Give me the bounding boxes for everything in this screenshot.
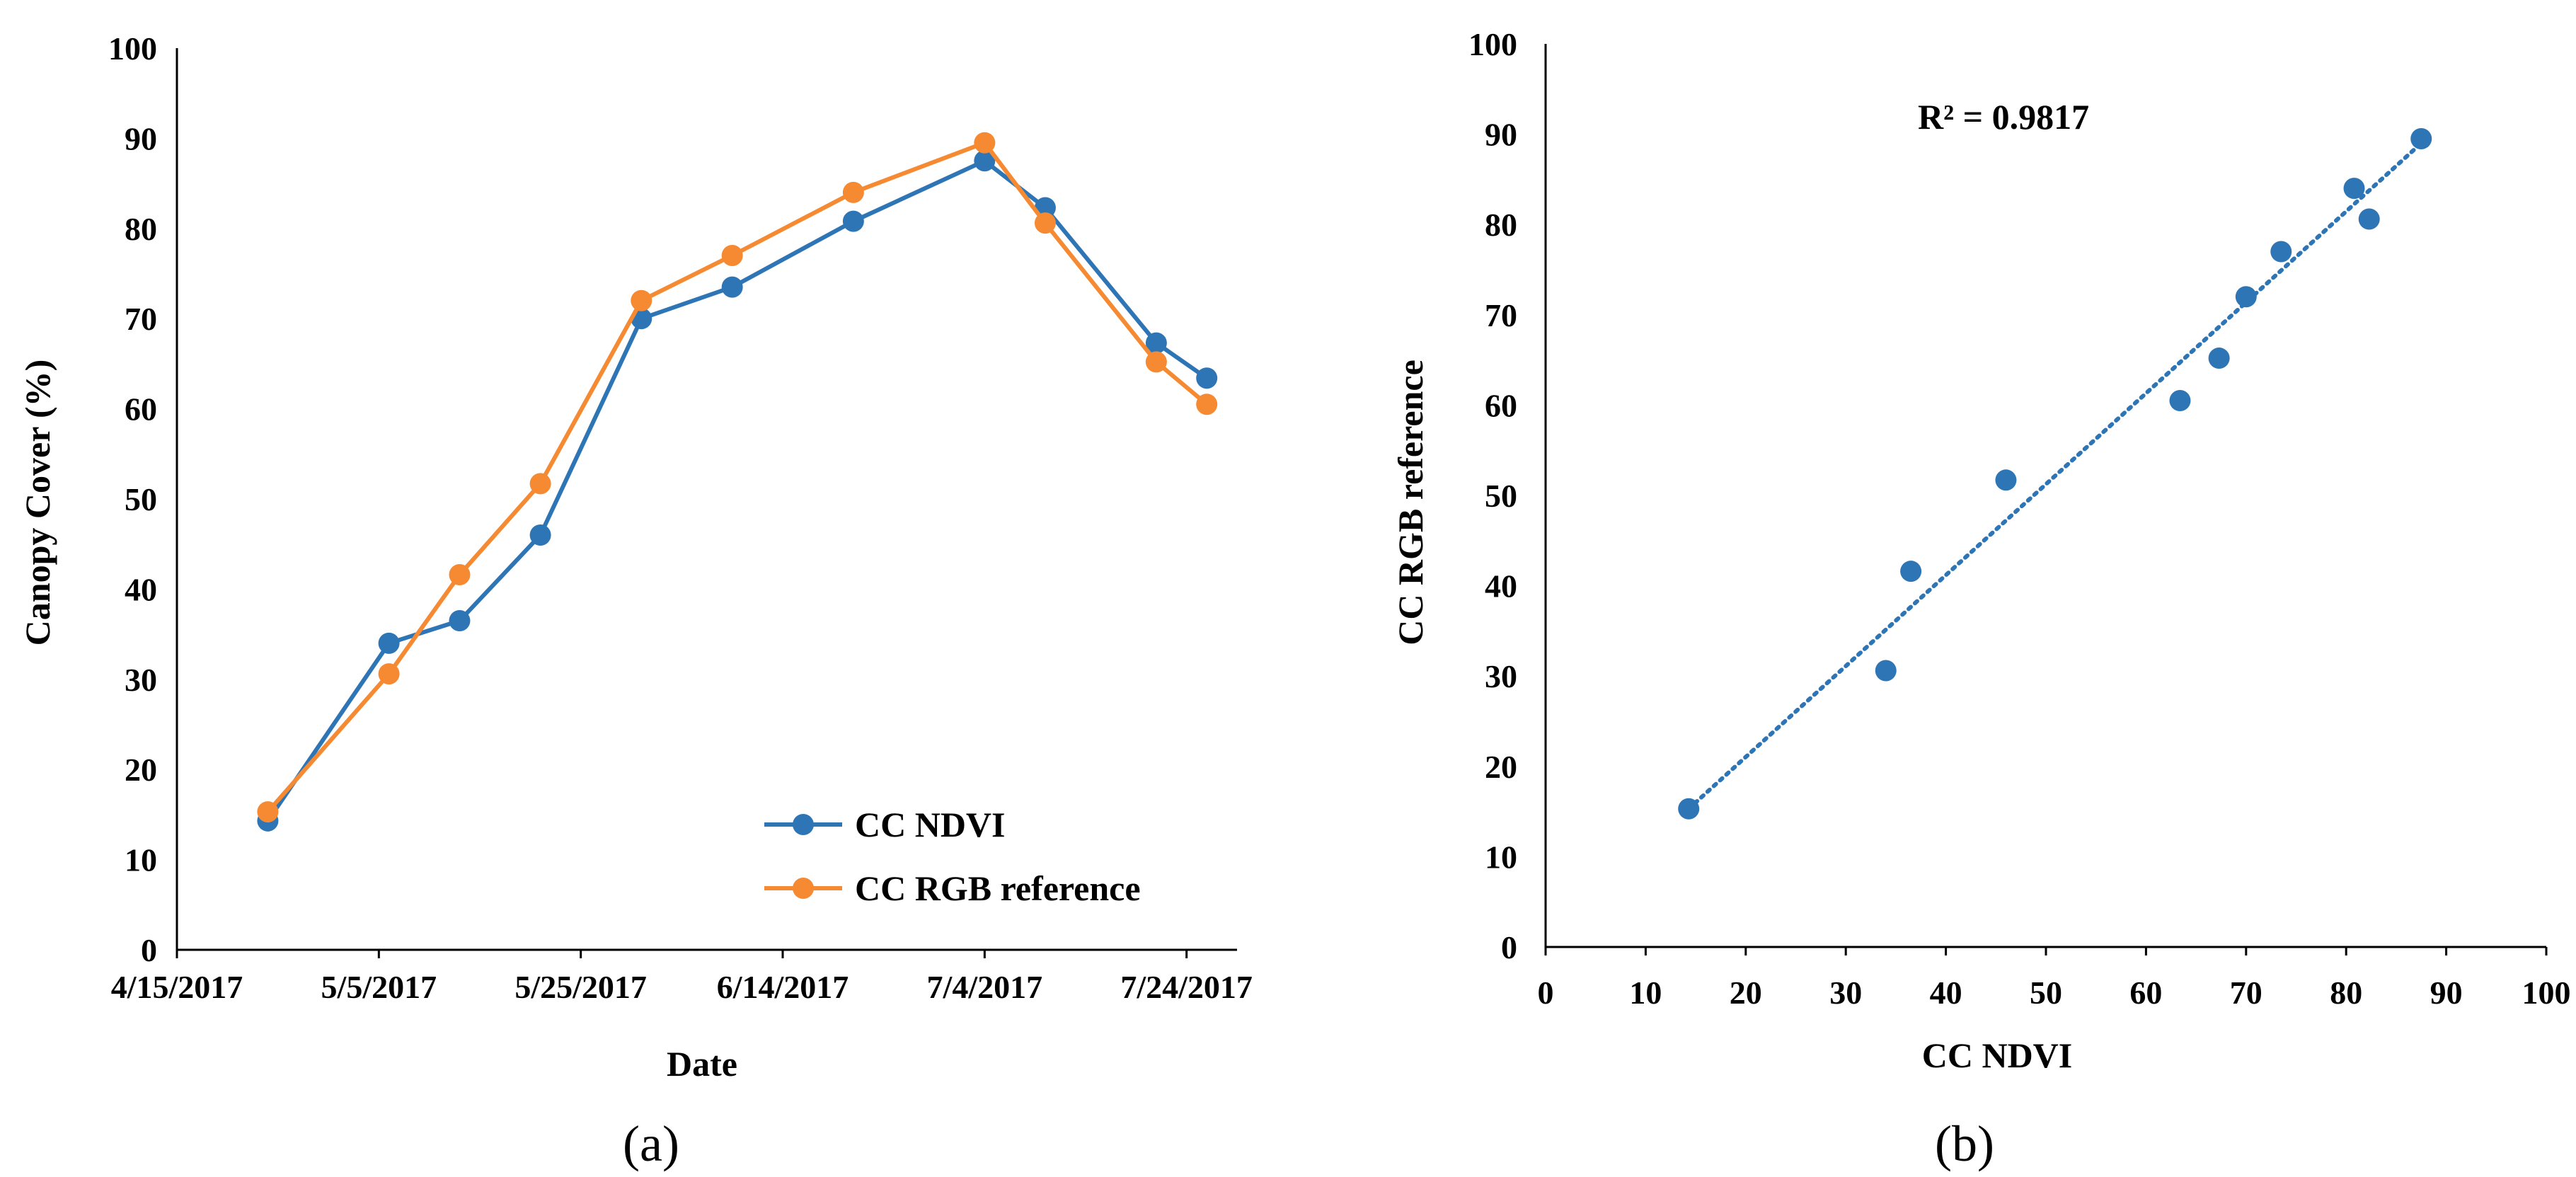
panel-a-y-tick-label: 80 [125, 211, 157, 247]
panel-b-y-tick-label: 40 [1485, 568, 1517, 604]
panel-a-x-tick-labels: 4/15/2017 5/5/2017 5/25/2017 6/14/2017 7/4/2… [111, 950, 1253, 1005]
legend-marker-cc-ndvi [793, 814, 814, 835]
data-point-cc-rgb-reference [1034, 212, 1056, 234]
panel-a-y-tick-label: 30 [125, 662, 157, 698]
data-point-cc-rgb-reference [529, 473, 551, 495]
panel-b-y-tick-label: 0 [1501, 929, 1517, 965]
panel-b-y-tick-label: 80 [1485, 207, 1517, 243]
panel-a-legend: CC NDVI CC RGB reference [764, 805, 1141, 908]
panel-a-y-tick-label: 70 [125, 301, 157, 337]
scatter-point [2358, 208, 2380, 230]
panel-a-x-tick-label: 6/14/2017 [717, 969, 849, 1005]
scatter-point [2270, 241, 2292, 263]
data-point-cc-ndvi [842, 210, 864, 232]
panel-b-x-tick-label: 90 [2430, 975, 2463, 1011]
panel-b-y-tick-labels: 0 10 20 30 40 50 60 70 80 90 100 [1468, 26, 1517, 965]
panel-a-x-tick-label: 5/5/2017 [321, 969, 437, 1005]
scatter-point [1900, 561, 1922, 582]
panel-b-x-tick-labels: 0 10 20 30 40 50 60 70 80 90 100 [1538, 947, 2571, 1011]
legend-marker-cc-rgb-reference [793, 878, 814, 899]
panel-a-y-tick-label: 100 [108, 30, 157, 67]
legend-label-cc-ndvi: CC NDVI [855, 805, 1006, 844]
panel-a-y-tick-label: 40 [125, 571, 157, 607]
data-point-cc-ndvi [1196, 367, 1218, 389]
panel-a-y-tick-labels: 0 10 20 30 40 50 60 70 80 90 100 [108, 30, 157, 968]
panel-a-x-tick-label: 4/15/2017 [111, 969, 243, 1005]
panel-a-x-tick-label: 7/24/2017 [1120, 969, 1253, 1005]
panel-b-label: (b) [1935, 1115, 1994, 1172]
data-point-cc-ndvi [378, 632, 400, 654]
panel-b-x-tick-label: 0 [1538, 975, 1554, 1011]
panel-b-x-tick-label: 80 [2330, 975, 2362, 1011]
data-point-cc-rgb-reference [631, 289, 652, 311]
legend-entry-cc-rgb-reference: CC RGB reference [764, 868, 1141, 908]
data-point-cc-ndvi [974, 150, 996, 172]
panel-b-x-tick-label: 70 [2230, 975, 2262, 1011]
panel-b-y-tick-label: 20 [1485, 749, 1517, 785]
panel-a-y-tick-label: 10 [125, 842, 157, 878]
scatter-point [2235, 286, 2257, 308]
panel-b-x-tick-label: 20 [1730, 975, 1762, 1011]
data-point-cc-rgb-reference [449, 564, 471, 586]
data-point-cc-ndvi [1145, 332, 1167, 354]
panel-a-y-tick-label: 0 [141, 932, 157, 968]
series-line-cc-rgb-reference [266, 140, 1209, 814]
panel-b-trendline-group [1686, 141, 2424, 811]
panel-b-x-tick-label: 40 [1930, 975, 1962, 1011]
scatter-point [2410, 127, 2432, 149]
panel-a-x-tick-label: 7/4/2017 [927, 969, 1043, 1005]
panel-a-axes [176, 48, 1237, 951]
panel-a-y-tick-label: 50 [125, 481, 157, 517]
data-point-cc-rgb-reference [378, 663, 400, 685]
data-point-cc-rgb-reference [257, 801, 279, 823]
data-point-cc-rgb-reference [974, 132, 996, 154]
panel-b-trendline [1686, 141, 2424, 811]
scatter-point [1875, 660, 1897, 682]
panel-a-y-axis-title: Canopy Cover (%) [18, 360, 57, 646]
panel-b-x-tick-label: 10 [1629, 975, 1662, 1011]
data-point-cc-ndvi [529, 524, 551, 546]
panel-b-x-tick-label: 50 [2030, 975, 2062, 1011]
panel-b-y-tick-label: 60 [1485, 387, 1517, 423]
panel-b-y-tick-label: 90 [1485, 117, 1517, 153]
panel-b-x-tick-label: 100 [2522, 975, 2571, 1011]
panel-b-y-tick-label: 10 [1485, 839, 1517, 875]
panel-a-y-tick-label: 60 [125, 391, 157, 427]
panel-b-x-tick-label: 60 [2129, 975, 2162, 1011]
panel-b-y-tick-label: 100 [1468, 26, 1517, 62]
panel-b-y-tick-label: 70 [1485, 297, 1517, 333]
panel-b-y-tick-label: 30 [1485, 658, 1517, 694]
legend-entry-cc-ndvi: CC NDVI [764, 805, 1006, 844]
data-point-cc-ndvi [449, 609, 471, 631]
data-point-cc-rgb-reference [842, 181, 864, 203]
panel-b-x-tick-label: 30 [1829, 975, 1862, 1011]
scatter-point [2169, 390, 2191, 412]
panel-b-r-squared-annotation: R² = 0.9817 [1918, 97, 2089, 137]
panel-b-scatter-chart: 0 10 20 30 40 50 60 70 80 90 100 0 10 20 30 40 50 60 70 80… [1391, 26, 2571, 1172]
data-point-cc-rgb-reference [721, 245, 743, 267]
scatter-point [2343, 178, 2365, 200]
scatter-point [2208, 348, 2230, 369]
scatter-point [1678, 798, 1700, 820]
panel-b-y-tick-label: 50 [1485, 478, 1517, 514]
series-cc-ndvi [257, 150, 1218, 832]
panel-b-y-axis-title: CC RGB reference [1391, 360, 1430, 645]
series-cc-rgb-reference [257, 132, 1218, 823]
panel-a-label: (a) [623, 1115, 679, 1172]
panel-a-series [257, 132, 1218, 832]
panel-a-y-tick-label: 20 [125, 752, 157, 788]
scatter-point [1995, 469, 2017, 491]
data-point-cc-rgb-reference [1145, 351, 1167, 373]
legend-label-cc-rgb-reference: CC RGB reference [855, 868, 1141, 908]
panel-a-y-tick-label: 90 [125, 120, 157, 156]
data-point-cc-ndvi [721, 276, 743, 298]
panel-a-line-chart: 0 10 20 30 40 50 60 70 80 90 100 4/15/2017 5/5/2017… [18, 30, 1253, 1172]
panel-b-points [1678, 127, 2432, 820]
panel-a-x-tick-label: 5/25/2017 [514, 969, 647, 1005]
data-point-cc-rgb-reference [1196, 394, 1218, 415]
panel-a-x-axis-title: Date [667, 1044, 737, 1084]
panel-b-x-axis-title: CC NDVI [1922, 1035, 2073, 1075]
